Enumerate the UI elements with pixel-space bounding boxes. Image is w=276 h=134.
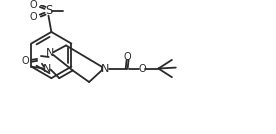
- Text: N: N: [46, 48, 54, 58]
- Text: N: N: [43, 64, 51, 74]
- Text: O: O: [138, 64, 146, 74]
- Text: S: S: [45, 4, 52, 17]
- Text: O: O: [29, 12, 37, 22]
- Text: N: N: [101, 64, 110, 74]
- Text: O: O: [29, 0, 37, 10]
- Text: O: O: [22, 56, 29, 66]
- Text: O: O: [124, 52, 131, 62]
